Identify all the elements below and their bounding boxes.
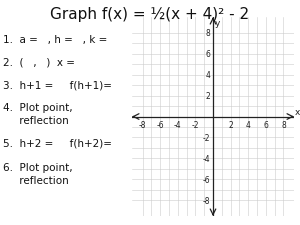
- Text: 2.  (   ,   )  x =: 2. ( , ) x =: [3, 57, 75, 67]
- Text: 2: 2: [228, 121, 233, 130]
- Text: -6: -6: [156, 121, 164, 130]
- Text: 4.  Plot point,: 4. Plot point,: [3, 102, 73, 112]
- Text: -6: -6: [203, 175, 210, 184]
- Text: 4: 4: [246, 121, 251, 130]
- Text: 6: 6: [206, 50, 210, 59]
- Text: 6: 6: [263, 121, 268, 130]
- Text: 6.  Plot point,: 6. Plot point,: [3, 162, 73, 172]
- Text: 4: 4: [206, 71, 210, 80]
- Text: -2: -2: [192, 121, 199, 130]
- Text: 8: 8: [281, 121, 286, 130]
- Text: 2: 2: [206, 92, 210, 101]
- Text: 1.  a =   , h =   , k =: 1. a = , h = , k =: [3, 35, 107, 45]
- Text: -4: -4: [174, 121, 182, 130]
- Text: -8: -8: [203, 196, 210, 205]
- Text: reflection: reflection: [3, 176, 69, 185]
- Text: -2: -2: [203, 133, 210, 142]
- Text: x: x: [295, 107, 300, 116]
- Text: Graph f(x) = ½(x + 4)² - 2: Graph f(x) = ½(x + 4)² - 2: [50, 7, 250, 22]
- Text: 3.  h+1 =     f(h+1)=: 3. h+1 = f(h+1)=: [3, 80, 112, 90]
- Text: 5.  h+2 =     f(h+2)=: 5. h+2 = f(h+2)=: [3, 138, 112, 148]
- Text: -8: -8: [139, 121, 146, 130]
- Text: y: y: [215, 19, 220, 28]
- Text: -4: -4: [203, 154, 210, 163]
- Text: reflection: reflection: [3, 116, 69, 126]
- Text: 8: 8: [206, 29, 210, 38]
